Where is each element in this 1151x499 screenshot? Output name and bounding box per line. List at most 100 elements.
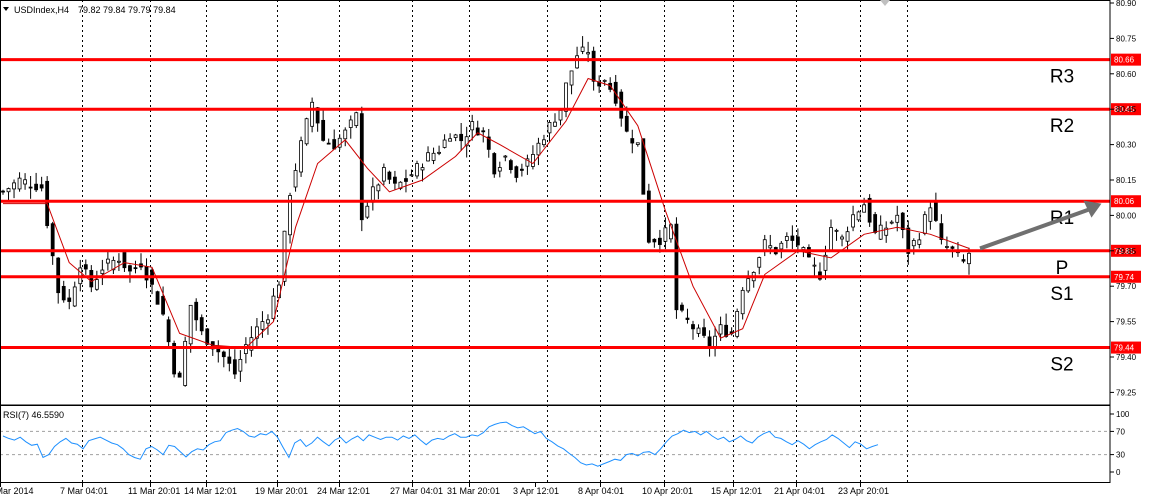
candle-body <box>122 252 127 269</box>
pivot-price-label: 79.74 <box>1114 273 1135 282</box>
chart-menu-caret-icon[interactable] <box>3 7 9 11</box>
rsi-grid <box>0 405 1110 483</box>
candle-body <box>354 112 359 126</box>
candle-body <box>105 258 110 264</box>
candle-body <box>696 327 701 334</box>
candle-body <box>635 142 640 145</box>
candle-body <box>470 121 475 131</box>
candle-body <box>243 344 248 354</box>
candle-body <box>646 190 651 243</box>
candle-body <box>255 326 259 339</box>
candle-body <box>83 264 88 270</box>
pivot-price-label: 79.44 <box>1114 344 1135 353</box>
trend-arrow-shaft <box>979 206 1093 251</box>
candle-body <box>911 240 916 247</box>
rsi-ytick-label: 100 <box>1116 410 1130 419</box>
pivot-level-name: R3 <box>1050 67 1074 88</box>
candle-body <box>188 304 193 345</box>
xtick-label: 3 Apr 12:01 <box>513 486 559 496</box>
candle-body <box>680 304 684 311</box>
candles-layer <box>1 36 971 387</box>
candle-body <box>889 221 894 224</box>
candle-body <box>61 285 66 301</box>
xtick-label: 15 Apr 12:01 <box>711 486 762 496</box>
candle-body <box>232 359 237 375</box>
candle-body <box>376 184 381 192</box>
candle-body <box>6 188 11 193</box>
candle-body <box>34 183 39 191</box>
candle-body <box>343 129 348 140</box>
candle-body <box>94 279 99 290</box>
candle-body <box>790 235 795 241</box>
candle-body <box>326 142 331 145</box>
candle-body <box>227 356 232 364</box>
candle-body <box>525 158 530 167</box>
candle-body <box>481 130 486 133</box>
candle-body <box>321 119 326 141</box>
candle-body <box>624 115 629 132</box>
candle-body <box>878 224 883 240</box>
candle-body <box>365 205 370 218</box>
moving-average-layer <box>3 77 970 349</box>
candle-body <box>575 55 579 69</box>
candle-body <box>161 296 165 315</box>
xtick-label: 24 Mar 12:01 <box>317 486 370 496</box>
candle-body <box>475 127 480 136</box>
candle-body <box>569 70 574 86</box>
candle-body <box>453 134 458 138</box>
candle-body <box>735 311 740 337</box>
candle-body <box>906 227 911 254</box>
moving-average-line <box>3 77 970 349</box>
symbol-label: USDIndex,H4 <box>14 5 69 15</box>
candle-body <box>922 214 927 234</box>
candle-body <box>564 82 568 112</box>
pivot-price-tag-s2 <box>1111 341 1141 354</box>
candle-body <box>784 236 789 241</box>
candle-body <box>415 163 419 177</box>
rsi-line <box>2 421 879 467</box>
candle-body <box>28 186 33 189</box>
candle-body <box>702 327 706 336</box>
candle-body <box>834 229 839 232</box>
candle-body <box>133 267 138 270</box>
candle-body <box>310 101 315 127</box>
candle-body <box>779 242 784 250</box>
candle-body <box>89 270 94 288</box>
candle-body <box>393 176 397 184</box>
candle-body <box>674 223 679 311</box>
candle-body <box>514 166 519 178</box>
candle-body <box>238 358 243 372</box>
pivot-price-label: 79.85 <box>1114 247 1135 256</box>
candle-body <box>580 46 585 52</box>
candle-body <box>348 119 353 128</box>
candle-body <box>72 286 77 307</box>
candle-body <box>724 324 729 337</box>
annotation-arrow-layer <box>979 200 1102 251</box>
candle-body <box>426 152 430 162</box>
candle-body <box>288 195 292 236</box>
candle-body <box>950 246 955 249</box>
candle-body <box>437 151 441 154</box>
candle-body <box>762 239 767 251</box>
scroll-marker-icon[interactable] <box>880 0 890 6</box>
main-ytick-label: 80.00 <box>1116 211 1137 220</box>
candle-body <box>823 254 828 271</box>
candle-body <box>221 351 226 358</box>
candle-body <box>39 184 44 189</box>
xtick-label: 23 Apr 20:01 <box>838 486 889 496</box>
rsi-layer <box>2 421 879 467</box>
xtick-label: 19 Mar 20:01 <box>255 486 308 496</box>
candle-body <box>67 297 72 302</box>
pivot-price-label: 80.06 <box>1114 197 1135 206</box>
candle-body <box>862 204 867 213</box>
pivot-price-tag-r2 <box>1111 103 1141 116</box>
candle-body <box>851 214 855 228</box>
pivot-price-tag-s1 <box>1111 270 1141 283</box>
candle-body <box>431 152 436 161</box>
candle-body <box>641 138 646 195</box>
rsi-ytick-label: 70 <box>1116 427 1125 436</box>
candle-body <box>928 207 933 222</box>
pivot-price-label: 80.66 <box>1114 56 1135 65</box>
candle-body <box>619 91 624 119</box>
